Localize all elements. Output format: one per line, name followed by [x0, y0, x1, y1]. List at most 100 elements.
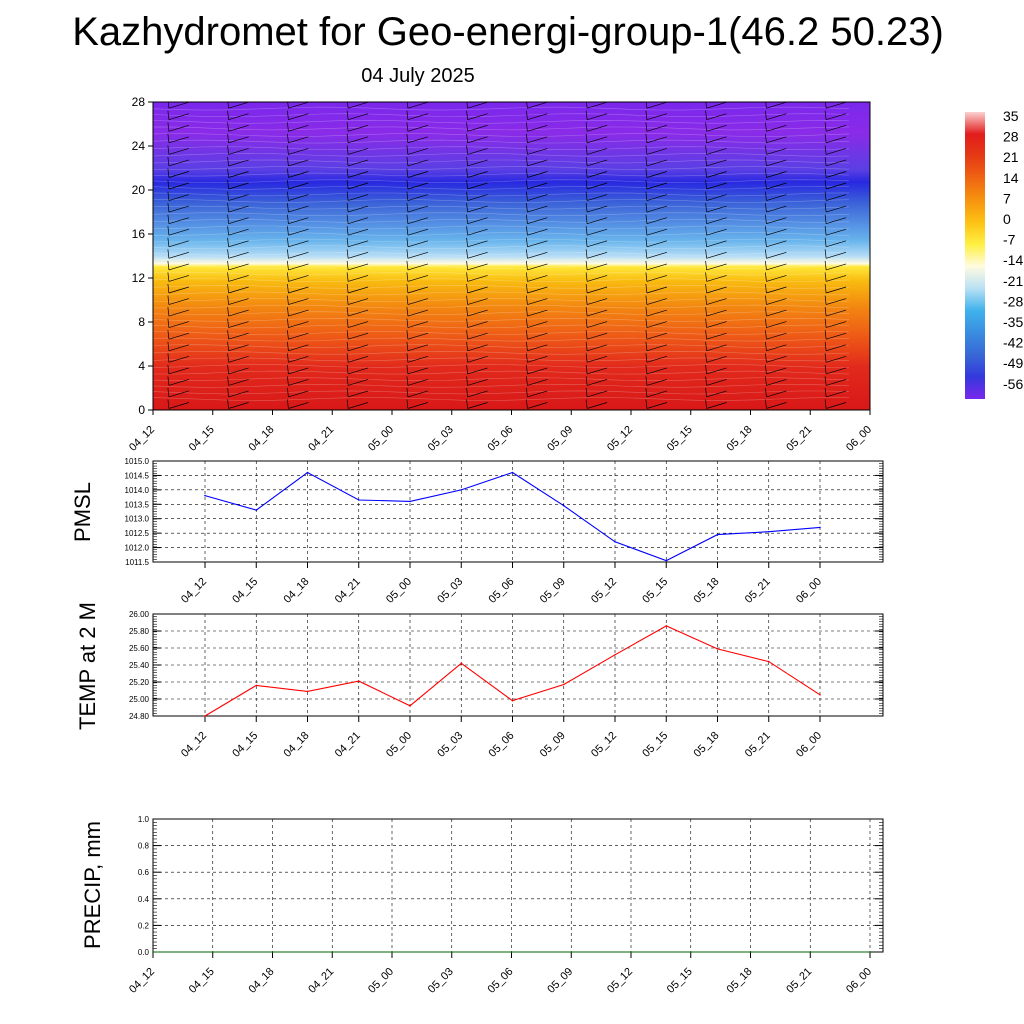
heatmap-y-tick-label: 20 [132, 183, 146, 197]
wind-barb-feather [765, 341, 767, 351]
wind-barb-feather [765, 330, 767, 340]
wind-barb [467, 251, 488, 259]
wind-barb [586, 102, 608, 109]
data-point [255, 509, 258, 511]
wind-barb-feather [824, 156, 827, 166]
heatmap-contour-line [153, 324, 850, 329]
wind-barb [706, 159, 727, 167]
wind-barb [347, 275, 369, 282]
data-point [358, 680, 360, 682]
wind-barb-feather [705, 307, 707, 317]
colorbar-label: 21 [1003, 149, 1019, 165]
wind-barb [347, 102, 369, 109]
wind-barb-feather [645, 307, 648, 317]
wind-barb [527, 275, 548, 282]
wind-barb [228, 344, 249, 352]
wind-barb-feather [705, 226, 707, 236]
wind-barb [766, 402, 787, 409]
wind-barb-feather [705, 156, 707, 166]
wind-barb [825, 298, 847, 305]
wind-barb-feather [824, 249, 827, 259]
heatmap-contour-line [153, 179, 850, 184]
wind-barb-feather [167, 295, 170, 305]
wind-barb [706, 182, 727, 190]
wind-barb-feather [824, 318, 827, 328]
x-tick-label: 05_03 [435, 576, 465, 606]
wind-barb-feather [705, 387, 707, 397]
wind-barb [586, 275, 608, 282]
wind-barb-feather [585, 307, 588, 317]
data-point [768, 530, 770, 533]
data-point [511, 471, 514, 474]
wind-barb [766, 309, 787, 317]
wind-barb [527, 286, 548, 294]
wind-barb-feather [765, 179, 767, 190]
wind-barb-feather [466, 168, 468, 178]
wind-barb-feather [824, 387, 827, 397]
wind-barb-feather [406, 318, 409, 328]
wind-barb-feather [167, 376, 170, 386]
wind-barb-feather [824, 203, 827, 213]
wind-barb-feather [705, 191, 707, 201]
wind-barb-feather [824, 191, 827, 201]
wind-barb [527, 402, 548, 409]
wind-barb [527, 344, 548, 352]
wind-barb-feather [346, 214, 349, 224]
wind-barb [228, 124, 249, 132]
wind-barb [586, 136, 608, 144]
wind-barb-feather [824, 295, 827, 305]
wind-barb-feather [765, 214, 767, 224]
wind-barb-feather [406, 203, 409, 213]
wind-barb-feather [287, 133, 289, 143]
y-tick-label: 1.0 [138, 815, 150, 824]
wind-barb-feather [765, 133, 767, 143]
wind-barb [706, 367, 727, 375]
wind-barb-feather [705, 260, 707, 270]
wind-barb-feather [227, 399, 229, 409]
wind-barb [288, 298, 309, 305]
wind-barb [586, 113, 608, 121]
heatmap-x-tick-label: 04_21 [306, 424, 336, 454]
wind-barb [168, 390, 190, 398]
wind-barb [407, 390, 429, 398]
wind-barb-feather [227, 191, 229, 201]
wind-barb [706, 402, 727, 409]
wind-barb-feather [346, 145, 349, 155]
wind-barb-feather [765, 102, 767, 109]
wind-barb [467, 286, 488, 294]
wind-barb [168, 240, 190, 248]
wind-barb-feather [346, 260, 349, 270]
wind-barb [646, 367, 668, 375]
wind-barb-feather [167, 318, 170, 328]
wind-barb [766, 379, 787, 386]
data-point [306, 471, 309, 474]
wind-barb-feather [585, 203, 588, 213]
wind-barb-feather [406, 283, 409, 294]
wind-barb [407, 251, 429, 259]
wind-barb-feather [346, 168, 349, 178]
wind-barb-feather [645, 387, 648, 397]
wind-barb-feather [705, 214, 707, 224]
wind-barb-feather [227, 272, 229, 282]
wind-barb-feather [765, 168, 767, 178]
wind-barb-feather [824, 341, 827, 351]
wind-barb [766, 205, 787, 213]
wind-barb [347, 355, 369, 363]
colorbar-label: 0 [1003, 211, 1011, 227]
wind-barb-feather [526, 272, 528, 282]
wind-barb-feather [765, 295, 767, 305]
x-tick-label: 04_15 [230, 576, 260, 606]
wind-barb-feather [526, 341, 528, 351]
wind-barb [288, 263, 309, 271]
wind-barb-feather [346, 330, 349, 340]
wind-barb [288, 251, 309, 259]
heatmap-x-tick-label: 04_18 [247, 424, 277, 454]
wind-barb-feather [167, 237, 170, 247]
wind-barb [646, 228, 668, 236]
wind-barb [766, 102, 787, 109]
wind-barb-feather [765, 387, 767, 397]
chart-title: Kazhydromet for Geo-energi-group-1(46.2 … [72, 10, 944, 54]
wind-barb-feather [287, 191, 289, 201]
wind-barb-feather [526, 318, 528, 328]
wind-barb-feather [645, 353, 648, 363]
